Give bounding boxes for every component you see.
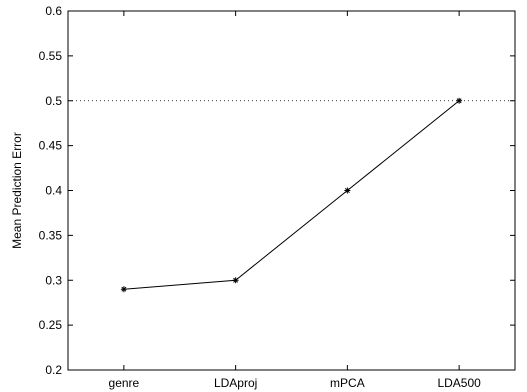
series-line (123, 100, 460, 290)
data-point-marker (456, 97, 463, 104)
y-tick-label: 0.45 (39, 139, 63, 153)
x-tick-label: LDA500 (437, 376, 481, 390)
x-axis-ticks: genre LDAproj mPCA LDA500 (109, 11, 481, 390)
x-tick-label: mPCA (330, 376, 365, 390)
data-point-marker (120, 286, 127, 293)
data-point-marker (232, 277, 239, 284)
y-tick-label: 0.4 (45, 184, 62, 198)
y-tick-label: 0.6 (45, 4, 62, 18)
y-axis-title: Mean Prediction Error (10, 132, 24, 249)
y-tick-label: 0.3 (45, 273, 62, 287)
y-axis-ticks: 0.2 0.25 0.3 0.35 0.4 0.45 0.5 0.55 0.6 (39, 4, 515, 377)
y-tick-label: 0.25 (39, 318, 63, 332)
y-tick-label: 0.55 (39, 49, 63, 63)
x-tick-label: genre (109, 376, 140, 390)
y-tick-label: 0.35 (39, 228, 63, 242)
data-point-marker (344, 187, 351, 194)
x-tick-label: LDAproj (214, 376, 257, 390)
y-tick-label: 0.5 (45, 94, 62, 108)
plot-frame (67, 10, 516, 371)
series-layer (120, 97, 463, 293)
y-tick-label: 0.2 (45, 363, 62, 377)
